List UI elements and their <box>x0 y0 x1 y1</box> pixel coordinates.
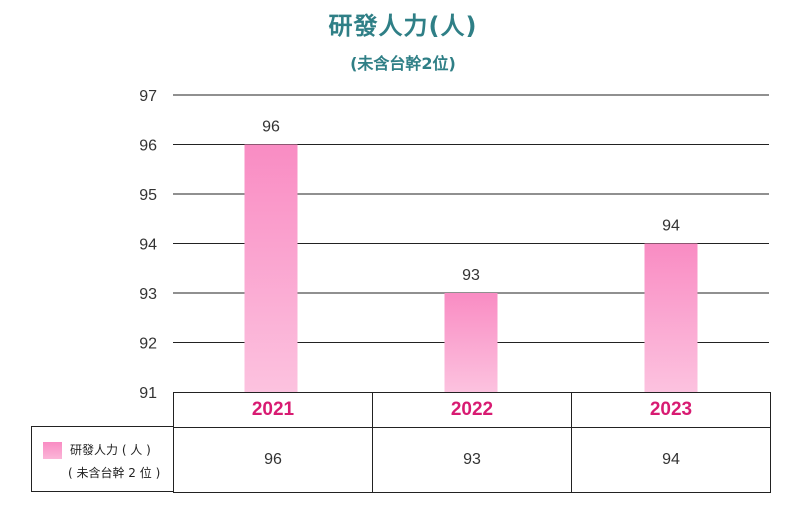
legend-label: 研發人力 ( 人 ) <box>70 443 151 457</box>
value-cell-2021: 96 <box>173 427 373 493</box>
y-tick-label-92: 92 <box>139 336 157 353</box>
value-cell-2022: 93 <box>372 427 572 493</box>
legend-swatch <box>43 442 62 459</box>
year-cell-2022: 2022 <box>372 392 572 428</box>
year-row: 2021 2022 2023 <box>173 392 771 428</box>
y-tick-label-97: 97 <box>139 88 157 105</box>
y-tick-label-93: 93 <box>139 286 157 303</box>
bar-2021 <box>244 144 298 392</box>
legend-note: ( 未含台幹 2 位 ) <box>68 466 161 480</box>
data-label-2022: 93 <box>462 267 480 284</box>
year-cell-2021: 2021 <box>173 392 373 428</box>
chart-title: 研發人力(人) <box>328 12 478 40</box>
data-label-2023: 94 <box>662 218 680 235</box>
y-tick-label-95: 95 <box>139 187 157 204</box>
value-cell-2023: 94 <box>571 427 771 493</box>
legend-cell: 研發人力 ( 人 ) ( 未含台幹 2 位 ) <box>31 426 173 492</box>
value-row: 96 93 94 <box>173 427 771 493</box>
chart-subtitle: (未含台幹2位) <box>350 54 456 73</box>
y-tick-label-91: 91 <box>139 385 157 402</box>
data-table: 2021 2022 2023 96 93 94 <box>173 392 771 493</box>
bar-2023 <box>644 243 698 392</box>
bar-2022 <box>444 293 498 392</box>
y-tick-label-96: 96 <box>139 138 157 155</box>
year-cell-2023: 2023 <box>571 392 771 428</box>
y-tick-label-94: 94 <box>139 237 157 254</box>
data-label-2021: 96 <box>262 119 280 136</box>
